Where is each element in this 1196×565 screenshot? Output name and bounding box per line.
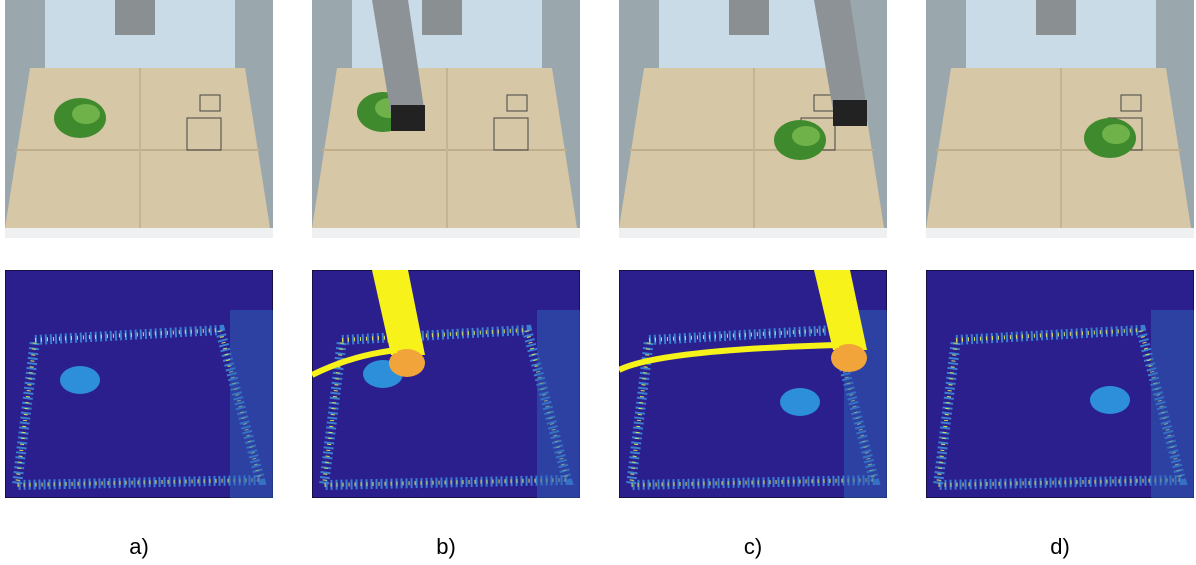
panel-label: c) <box>619 534 887 560</box>
photo <box>926 0 1194 238</box>
panel: c) <box>619 0 887 565</box>
panel-label: d) <box>926 534 1194 560</box>
depth-map <box>619 270 887 498</box>
photo <box>619 0 887 238</box>
figure: a) b) c) d) <box>0 0 1196 565</box>
depth-map <box>5 270 273 498</box>
panel-label: a) <box>5 534 273 560</box>
depth-map <box>926 270 1194 498</box>
panel-label: b) <box>312 534 580 560</box>
panel: a) <box>5 0 273 565</box>
panel: b) <box>312 0 580 565</box>
panel: d) <box>926 0 1194 565</box>
photo <box>312 0 580 238</box>
photo <box>5 0 273 238</box>
depth-map <box>312 270 580 498</box>
